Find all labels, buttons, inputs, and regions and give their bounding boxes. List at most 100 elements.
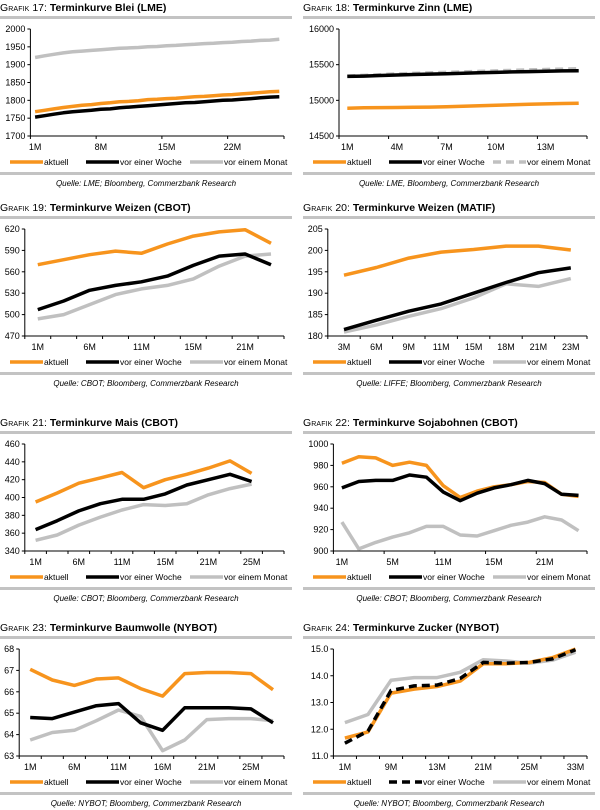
x-tick-label: 15M (485, 557, 503, 567)
x-tick-label: 11M (433, 342, 450, 352)
chart-source: Quelle: LIFFE; Bloomberg, Commerzbank Re… (303, 378, 595, 390)
x-tick-label: 1M (336, 557, 349, 567)
y-tick-label: 200 (308, 245, 323, 255)
bottom-divider (0, 587, 292, 590)
x-tick-label: 15M (465, 342, 483, 352)
chart-source: Quelle: LME, Bloomberg, Commerzbank Rese… (303, 178, 595, 190)
x-tick-label: 21M (536, 557, 554, 567)
chart-title: Grafik 19: Terminkurve Weizen (CBOT) (0, 201, 292, 215)
y-tick-label: 195 (308, 267, 323, 277)
chart-panel-g18: Grafik 18: Terminkurve Zinn (LME) 14500 15… (303, 1, 595, 190)
y-tick-label: 460 (5, 439, 20, 449)
bottom-divider (303, 587, 595, 590)
bottom-divider (0, 372, 292, 375)
legend-label-aktuell: aktuell (44, 157, 69, 167)
chart-title-text: Terminkurve Baumwolle (NYBOT) (50, 622, 217, 634)
x-tick-label: 6M (68, 762, 81, 772)
y-tick-label: 12.0 (311, 724, 329, 734)
x-tick-label: 15M (156, 557, 174, 567)
x-tick-label: 21M (236, 342, 254, 352)
x-tick-label: 23M (562, 342, 580, 352)
legend-label-aktuell: aktuell (347, 572, 372, 582)
series-line-monat (342, 517, 579, 549)
x-tick-label: 22M (224, 142, 242, 152)
legend-label-woche: vor einer Woche (120, 357, 182, 367)
x-tick-label: 6M (73, 557, 86, 567)
legend-label-woche: vor einer Woche (120, 777, 182, 787)
y-tick-label: 14500 (309, 131, 334, 141)
x-tick-label: 1M (29, 142, 42, 152)
series-line-woche (347, 71, 578, 77)
chart-panel-g24: Grafik 24: Terminkurve Zucker (NYBOT)11.… (303, 621, 595, 810)
chart-title-prefix: Grafik (303, 2, 332, 14)
y-tick-label: 205 (308, 224, 323, 234)
chart-title-number: 18: (335, 2, 350, 14)
y-tick-label: 340 (5, 546, 20, 556)
legend-label-woche: vor einer Woche (120, 157, 182, 167)
x-tick-label: 18M (497, 342, 515, 352)
x-tick-label: 16M (154, 762, 172, 772)
chart-title-number: 20: (335, 202, 350, 214)
legend-label-woche: vor einer Woche (423, 357, 485, 367)
chart-title: Grafik 18: Terminkurve Zinn (LME) (303, 1, 595, 15)
y-tick-label: 400 (5, 493, 20, 503)
chart-source: Quelle: NYBOT; Bloomberg, Commerzbank Re… (303, 798, 595, 810)
chart-title: Grafik 22: Terminkurve Sojabohnen (CBOT) (303, 416, 595, 430)
x-tick-label: 11M (435, 557, 452, 567)
x-tick-label: 7M (440, 142, 453, 152)
x-tick-label: 10M (487, 142, 505, 152)
y-tick-label: 13.0 (311, 698, 329, 708)
legend-label-aktuell: aktuell (347, 777, 372, 787)
legend-label-monat: vor einem Monat (224, 357, 288, 367)
chart-title-number: 23: (32, 622, 47, 634)
chart-title-prefix: Grafik (0, 2, 29, 14)
legend-label-aktuell: aktuell (44, 572, 69, 582)
x-tick-label: 1M (341, 142, 354, 152)
y-tick-label: 900 (313, 546, 328, 556)
chart-title-text: Terminkurve Zinn (LME) (353, 2, 472, 14)
x-tick-label: 21M (474, 762, 492, 772)
y-tick-label: 1800 (5, 95, 25, 105)
y-tick-label: 15500 (309, 60, 334, 70)
bottom-divider (303, 372, 595, 375)
legend-label-monat: vor einem Monat (224, 777, 288, 787)
y-tick-label: 14.0 (311, 671, 329, 681)
chart-title: Grafik 20: Terminkurve Weizen (MATIF) (303, 201, 595, 215)
chart-title-number: 17: (32, 2, 47, 14)
x-tick-label: 15M (158, 142, 176, 152)
chart-panel-g22: Grafik 22: Terminkurve Sojabohnen (CBOT)… (303, 416, 595, 605)
x-tick-label: 33M (567, 762, 585, 772)
x-tick-label: 11M (110, 762, 127, 772)
y-tick-label: 1950 (5, 42, 25, 52)
legend-label-aktuell: aktuell (44, 357, 69, 367)
series-line-aktuell (36, 461, 252, 502)
chart-title: Grafik 23: Terminkurve Baumwolle (NYBOT) (0, 621, 292, 635)
x-tick-label: 8M (95, 142, 108, 152)
chart-title-number: 21: (32, 417, 47, 429)
series-line-monat (344, 279, 571, 333)
chart-title-prefix: Grafik (303, 417, 332, 429)
legend-label-aktuell: aktuell (347, 157, 372, 167)
x-tick-label: 1M (29, 557, 42, 567)
y-tick-label: 960 (313, 482, 328, 492)
x-tick-label: 25M (243, 557, 261, 567)
series-line-woche (36, 474, 252, 529)
x-tick-label: 1M (339, 762, 352, 772)
series-line-monat (38, 254, 271, 319)
x-tick-label: 21M (200, 557, 218, 567)
chart-title-text: Terminkurve Zucker (NYBOT) (353, 622, 499, 634)
